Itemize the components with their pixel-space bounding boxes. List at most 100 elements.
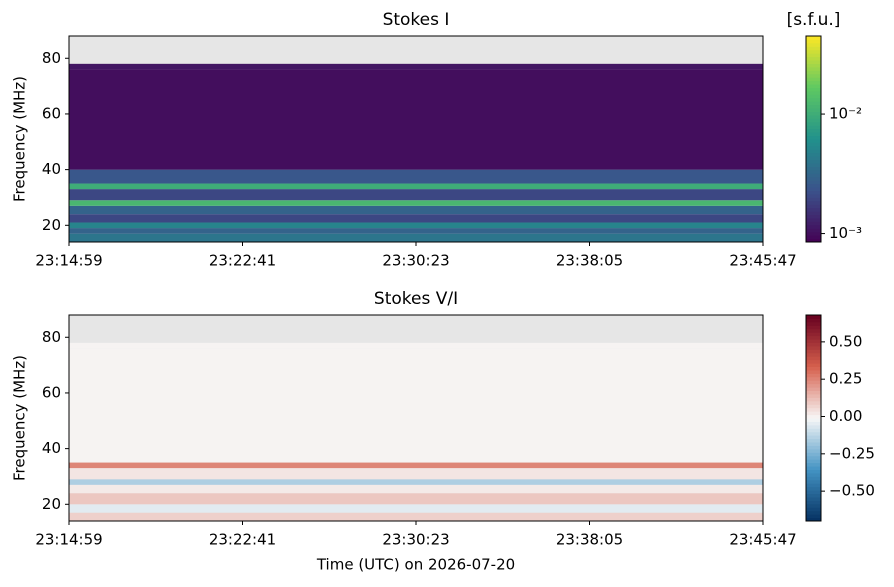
colorbar-step [806,407,821,412]
y-tick-label: 80 [42,328,61,346]
colorbar-step [806,159,821,164]
colorbar-step [806,204,821,209]
heatmap-cell [69,342,763,349]
colorbar-step [806,197,821,202]
heatmap-cell [69,169,763,184]
x-tick-label: 23:45:47 [729,252,796,270]
colorbar-step [806,235,821,240]
x-tick-label: 23:14:59 [35,531,102,549]
heatmap-cell [69,222,763,229]
colorbar-title: [s.f.u.] [787,10,841,30]
colorbar-step [806,315,821,319]
colorbar-tick-label: 0.00 [829,407,862,425]
colorbar-step [806,325,821,330]
heatmap-cell [69,233,763,242]
colorbar-step [806,183,821,188]
colorbar-step [806,469,821,474]
colorbar-step [806,363,821,367]
colorbar-step [806,452,821,457]
colorbar-step [806,238,821,243]
colorbar-step [806,139,821,143]
x-tick-label: 23:22:41 [209,252,276,270]
colorbar-step [806,435,821,440]
heatmap-cell [69,504,763,513]
colorbar-step [806,349,821,354]
colorbar-step [806,486,821,491]
colorbar-step [806,80,821,85]
colorbar-step [806,442,821,446]
colorbar-step [806,472,821,477]
colorbar-step [806,380,821,385]
heatmap-cell [69,183,763,190]
colorbar-step [806,428,821,433]
colorbar-step [806,418,821,422]
colorbar-step [806,135,821,140]
colorbar-step [806,142,821,147]
heatmap-cell [69,479,763,485]
colorbar-step [806,63,821,68]
x-tick-label: 23:14:59 [35,252,102,270]
colorbar-step [806,339,821,343]
colorbar-step [806,231,821,236]
colorbar-step [806,376,821,381]
colorbar-step [806,187,821,191]
colorbar-step [806,97,821,102]
colorbar-step [806,224,821,229]
colorbar-step [806,221,821,226]
colorbar-step [806,493,821,498]
colorbar-step [806,94,821,99]
heatmap-cell [69,484,763,494]
colorbar-step [806,70,821,75]
y-tick-label: 40 [42,439,61,457]
colorbar-tick-label: 10⁻² [829,105,862,123]
y-tick-label: 60 [42,383,61,401]
y-axis-label: Frequency (MHz) [11,76,29,202]
colorbar-tick-label: −0.50 [829,482,875,500]
colorbar-step [806,328,821,333]
colorbar-step [806,200,821,205]
colorbar-step [806,190,821,195]
colorbar-step [806,356,821,361]
colorbar-step [806,476,821,481]
chart-title: Stokes V/I [374,289,458,309]
colorbar-step [806,42,821,47]
colorbar-step [806,393,821,398]
colorbar-step [806,390,821,395]
colorbar-step [806,383,821,388]
colorbar-step [806,111,821,116]
heatmap-cell [69,189,763,201]
colorbar-tick-label: 10⁻³ [829,224,862,242]
heatmap-cell [69,214,763,223]
colorbar-step [806,87,821,92]
colorbar-step [806,173,821,178]
y-tick-label: 40 [42,160,61,178]
heatmap-cell [69,63,763,70]
colorbar-step [806,496,821,501]
colorbar-step [806,211,821,216]
colorbar-step [806,455,821,460]
colorbar-step [806,36,821,40]
colorbar-step [806,459,821,464]
colorbar-step [806,90,821,95]
colorbar-step [806,217,821,222]
colorbar-step [806,445,821,450]
colorbar-step [806,46,821,51]
colorbar-step [806,352,821,357]
colorbar-step [806,104,821,109]
x-tick-label: 23:30:23 [382,531,449,549]
y-tick-label: 20 [42,495,61,513]
colorbar-step [806,166,821,171]
colorbar-step [806,163,821,167]
colorbar-step [806,60,821,64]
colorbar-step [806,479,821,484]
colorbar-step [806,431,821,436]
heatmap-cell [69,462,763,469]
colorbar-tick-label: 0.25 [829,370,862,388]
colorbar-step [806,411,821,416]
colorbar-step [806,424,821,429]
colorbar-step [806,39,821,44]
colorbar-step [806,180,821,185]
colorbar-step [806,66,821,71]
colorbar-step [806,503,821,508]
y-axis-label: Frequency (MHz) [11,355,29,481]
